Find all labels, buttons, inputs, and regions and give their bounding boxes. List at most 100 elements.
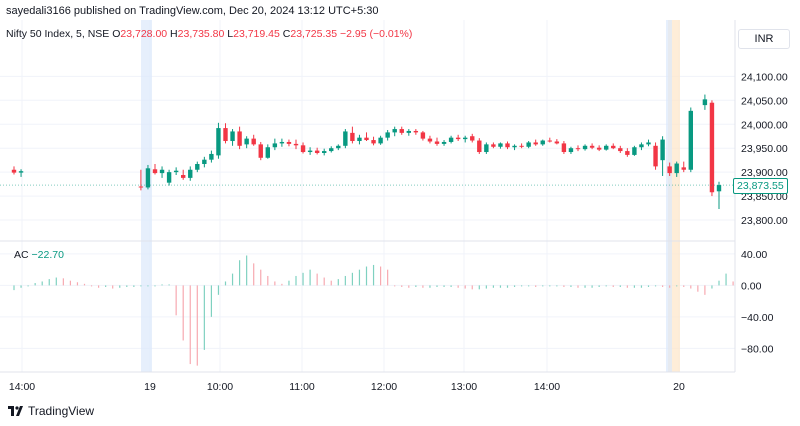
candle[interactable] <box>286 139 292 147</box>
candle[interactable] <box>448 135 454 144</box>
candle[interactable] <box>716 181 722 210</box>
candle[interactable] <box>188 166 193 181</box>
candle[interactable] <box>202 156 207 168</box>
candle[interactable] <box>307 147 313 155</box>
price-tick-label: 23,950.00 <box>741 143 788 155</box>
candle[interactable] <box>470 133 475 143</box>
candle[interactable] <box>568 146 574 154</box>
candle[interactable] <box>350 126 355 144</box>
candle[interactable] <box>145 164 151 190</box>
candle[interactable] <box>371 136 376 146</box>
candle[interactable] <box>688 107 693 173</box>
tradingview-brand[interactable]: TradingView <box>8 404 94 418</box>
price-axis[interactable]: 24,100.00 24,050.00 24,000.00 23,950.00 23,9… <box>741 71 788 227</box>
candle[interactable] <box>533 139 538 146</box>
candle[interactable] <box>674 161 679 177</box>
candle[interactable] <box>237 126 242 150</box>
candle[interactable] <box>216 122 221 159</box>
candle[interactable] <box>173 167 179 176</box>
candle[interactable] <box>343 129 348 149</box>
candle[interactable] <box>646 139 651 147</box>
candle[interactable] <box>681 161 686 173</box>
time-axis[interactable]: 14:00 19 10:00 11:00 12:00 13:00 14:00 20 <box>9 381 685 393</box>
candle[interactable] <box>702 94 708 110</box>
candle[interactable] <box>364 132 369 142</box>
candle[interactable] <box>265 144 270 159</box>
candle[interactable] <box>434 137 440 146</box>
candle[interactable] <box>11 166 17 175</box>
indicator-legend[interactable]: AC −22.70 <box>14 249 64 261</box>
candle[interactable] <box>244 136 249 149</box>
candle[interactable] <box>223 123 228 144</box>
currency-button[interactable]: INR <box>738 29 790 49</box>
candle[interactable] <box>336 144 341 151</box>
ac-axis[interactable]: 40.00 0.00 −40.00 −80.00 <box>741 249 774 355</box>
candle[interactable] <box>251 134 256 146</box>
candle[interactable] <box>582 144 588 151</box>
candle[interactable] <box>463 135 468 143</box>
candle[interactable] <box>314 147 320 155</box>
candle[interactable] <box>632 145 637 156</box>
candle[interactable] <box>596 145 602 152</box>
candle[interactable] <box>653 142 658 170</box>
candle[interactable] <box>300 142 306 154</box>
candle[interactable] <box>357 134 362 145</box>
candle[interactable] <box>293 139 299 150</box>
candle[interactable] <box>561 141 567 154</box>
candle[interactable] <box>491 142 496 149</box>
candle[interactable] <box>484 142 489 154</box>
candle[interactable] <box>279 138 285 147</box>
candle[interactable] <box>329 146 334 153</box>
candle[interactable] <box>230 129 235 146</box>
candle[interactable] <box>477 138 482 154</box>
candle[interactable] <box>589 143 595 150</box>
candle[interactable] <box>378 135 383 145</box>
candle[interactable] <box>420 130 426 141</box>
candle[interactable] <box>392 126 397 137</box>
candle[interactable] <box>427 135 433 144</box>
candle-body <box>582 145 588 150</box>
candle[interactable] <box>618 145 623 153</box>
price-pane[interactable] <box>0 94 735 210</box>
candle[interactable] <box>138 169 144 191</box>
candle[interactable] <box>159 166 165 178</box>
candle[interactable] <box>611 143 616 150</box>
candle[interactable] <box>519 143 524 149</box>
candle[interactable] <box>441 140 447 146</box>
candle[interactable] <box>498 142 503 149</box>
candle[interactable] <box>547 137 552 143</box>
candle[interactable] <box>505 141 510 150</box>
candle[interactable] <box>258 141 263 161</box>
candle[interactable] <box>272 138 278 151</box>
candle[interactable] <box>667 162 672 176</box>
candle[interactable] <box>625 148 630 157</box>
candle[interactable] <box>195 161 200 173</box>
candle[interactable] <box>385 130 390 141</box>
candle[interactable] <box>322 148 327 156</box>
candle-body <box>519 145 524 147</box>
candle[interactable] <box>166 169 172 186</box>
candle[interactable] <box>639 142 644 151</box>
candle[interactable] <box>526 141 531 149</box>
candle[interactable] <box>709 100 715 197</box>
candle[interactable] <box>512 144 517 151</box>
candle[interactable] <box>455 134 461 142</box>
ac-pane[interactable] <box>13 255 734 366</box>
candle[interactable] <box>18 169 24 177</box>
candle[interactable] <box>413 129 419 135</box>
candle[interactable] <box>575 145 581 152</box>
candle[interactable] <box>554 139 560 145</box>
candle-body <box>681 167 686 170</box>
candle[interactable] <box>152 164 158 175</box>
symbol-legend[interactable]: Nifty 50 Index, 5, NSE O23,728.00 H23,73… <box>6 28 412 40</box>
candle[interactable] <box>399 126 404 135</box>
candle[interactable] <box>181 169 186 180</box>
time-tick-label: 14:00 <box>9 381 35 393</box>
candle[interactable] <box>209 150 214 163</box>
candle-body <box>343 131 348 146</box>
candle[interactable] <box>604 144 609 151</box>
candle[interactable] <box>540 139 545 146</box>
candle[interactable] <box>660 136 665 176</box>
candle[interactable] <box>406 129 411 136</box>
